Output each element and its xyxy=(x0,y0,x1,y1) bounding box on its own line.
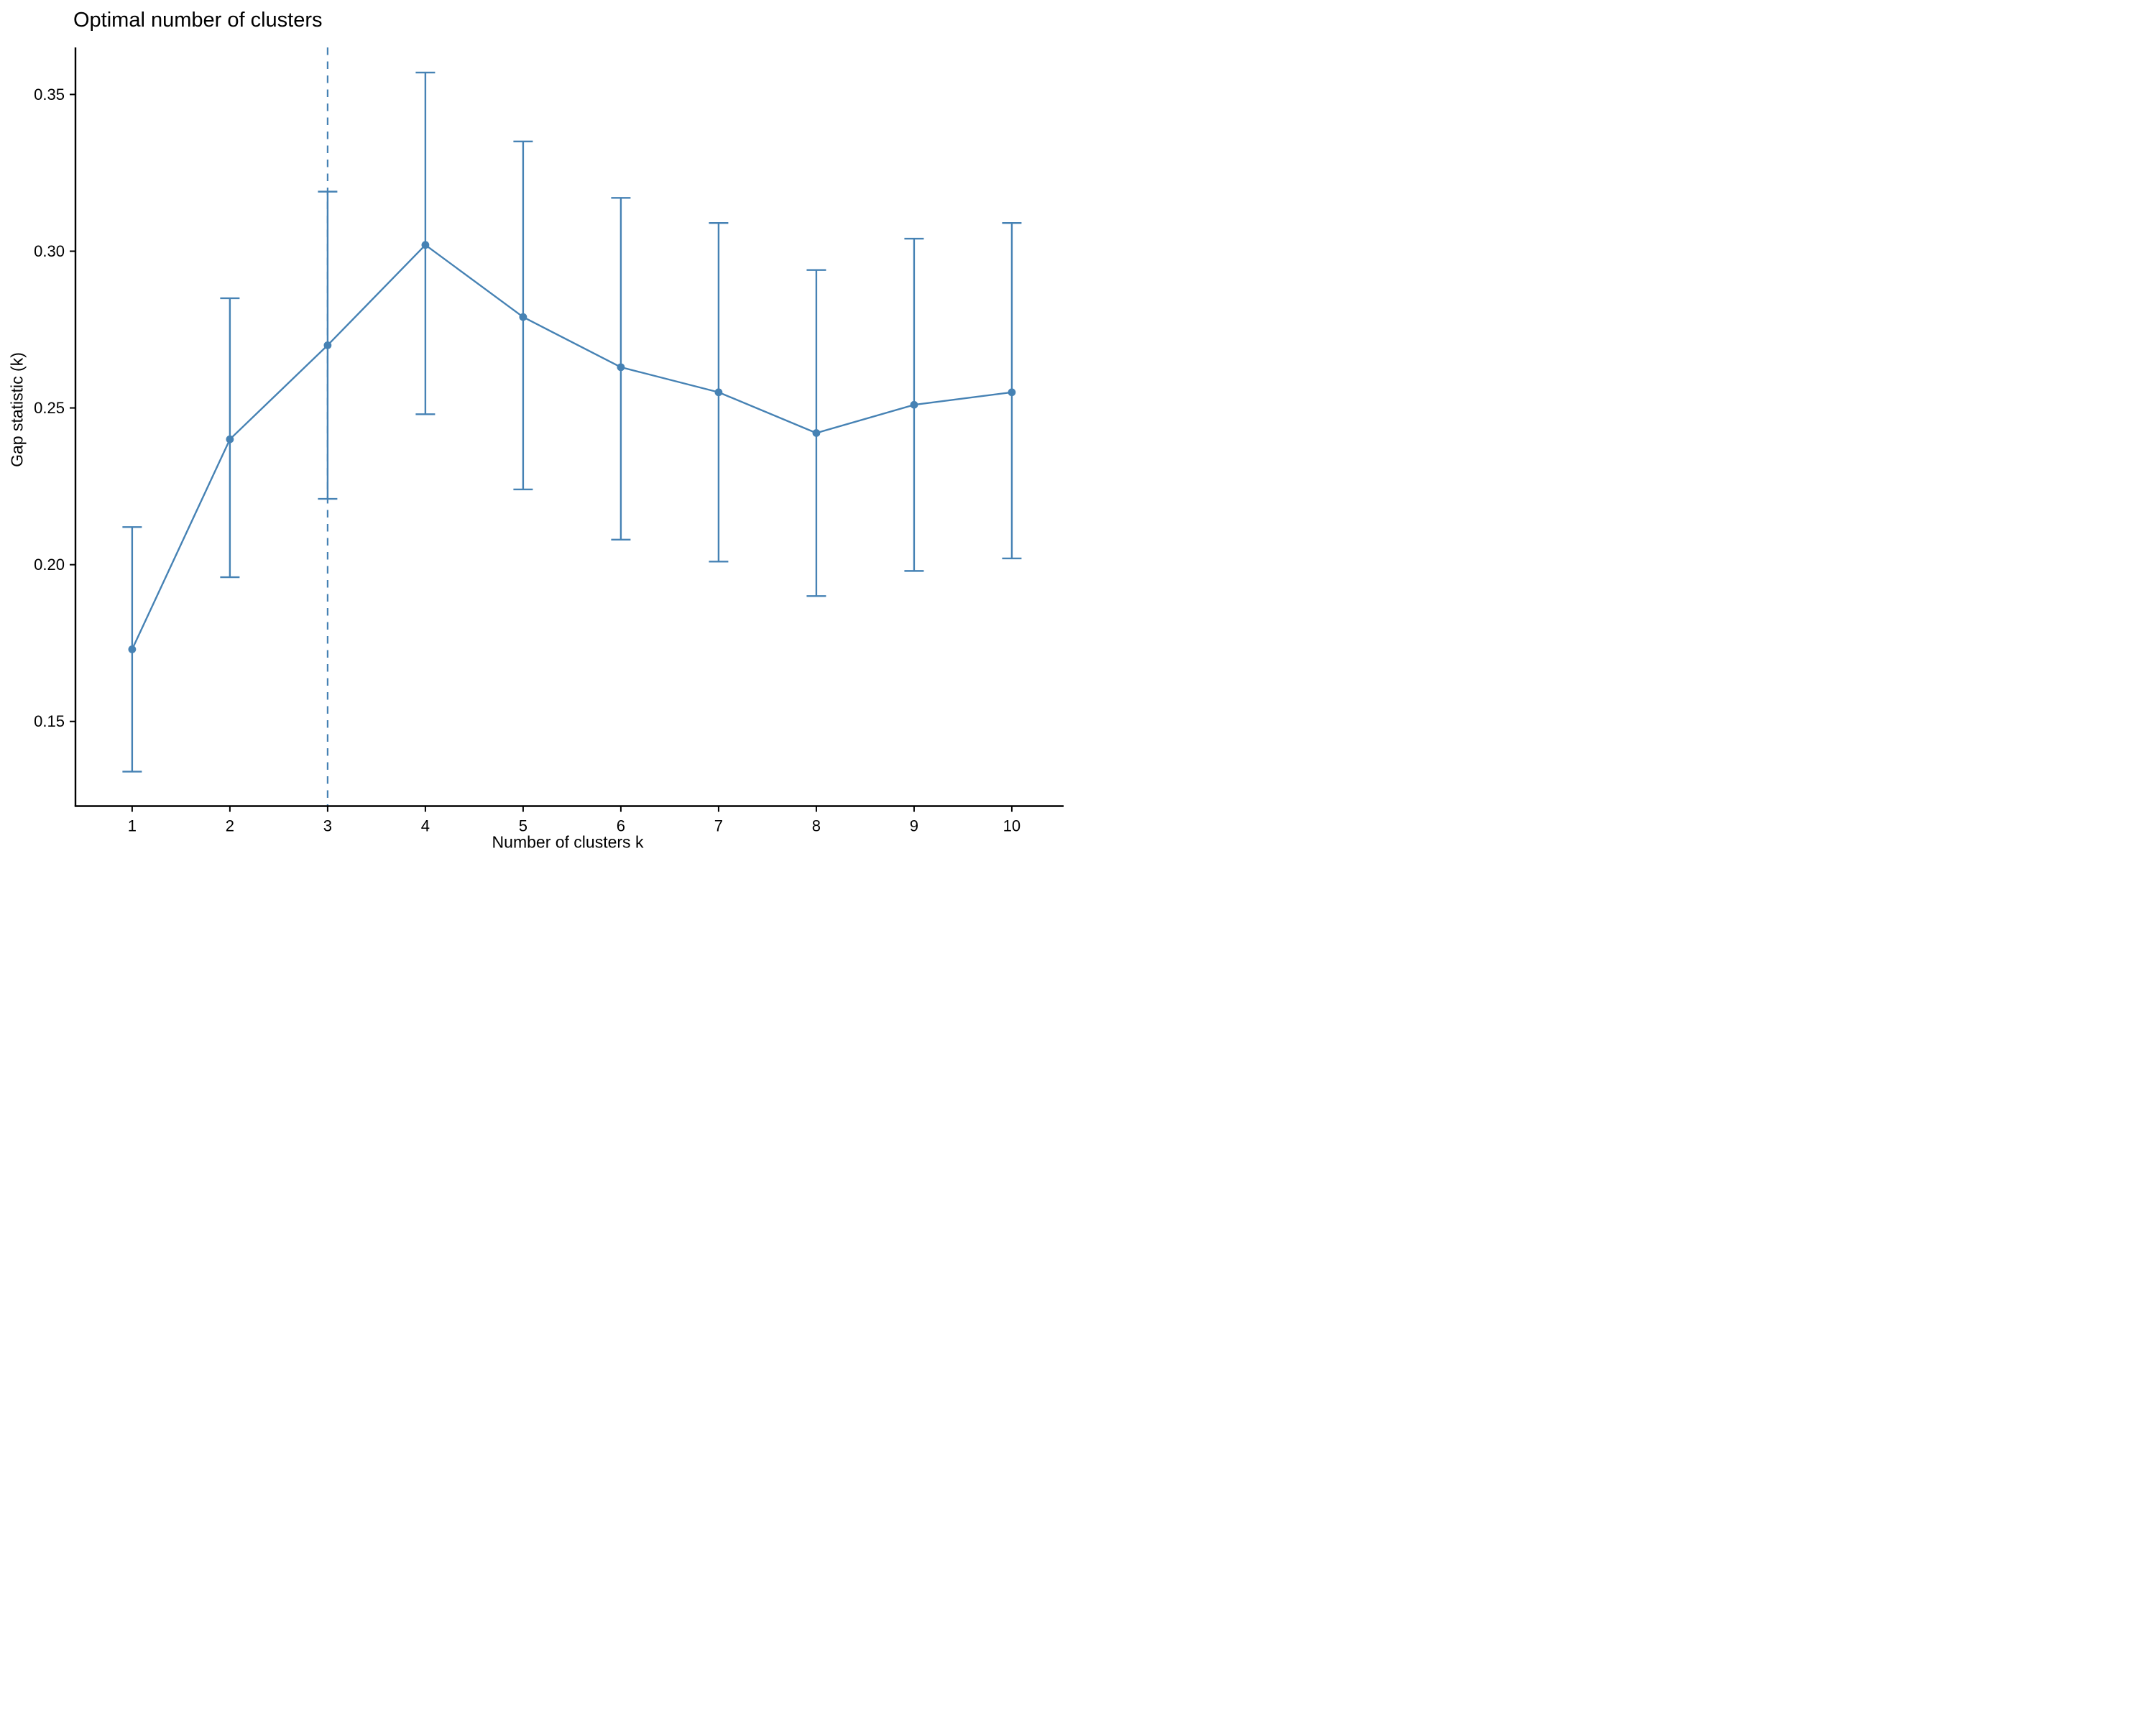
x-tick-label: 7 xyxy=(714,817,723,835)
data-point xyxy=(714,388,723,397)
data-point xyxy=(128,645,137,653)
x-tick-label: 1 xyxy=(128,817,137,835)
x-tick-label: 2 xyxy=(226,817,234,835)
x-tick-label: 9 xyxy=(910,817,918,835)
y-tick-label: 0.15 xyxy=(34,712,65,730)
data-point xyxy=(519,313,528,321)
data-point xyxy=(910,400,918,409)
x-tick-label: 3 xyxy=(323,817,332,835)
x-tick-label: 6 xyxy=(617,817,625,835)
data-point xyxy=(1008,388,1016,397)
x-tick-label: 8 xyxy=(812,817,821,835)
y-tick-label: 0.35 xyxy=(34,86,65,104)
data-point xyxy=(617,363,625,372)
data-point xyxy=(421,241,430,249)
gap-statistic-figure: Optimal number of clusters Gap statistic… xyxy=(0,0,1078,862)
x-tick-label: 5 xyxy=(519,817,528,835)
y-axis-label: Gap statistic (k) xyxy=(7,352,27,467)
y-tick-label: 0.20 xyxy=(34,556,65,574)
x-tick-label: 4 xyxy=(421,817,430,835)
x-tick-label: 10 xyxy=(1003,817,1021,835)
gap-statistic-line xyxy=(131,244,1013,650)
y-tick-label: 0.25 xyxy=(34,399,65,417)
chart-title: Optimal number of clusters xyxy=(73,9,323,32)
data-point xyxy=(323,341,332,349)
data-point xyxy=(226,435,234,443)
x-axis-label: Number of clusters k xyxy=(492,832,644,852)
plot-area: 0.15 0.20 0.25 0.30 0.35 1 2 3 4 5 6 7 8 9 10 xyxy=(34,47,1064,835)
y-tick-label: 0.30 xyxy=(34,242,65,260)
data-point xyxy=(812,429,821,437)
